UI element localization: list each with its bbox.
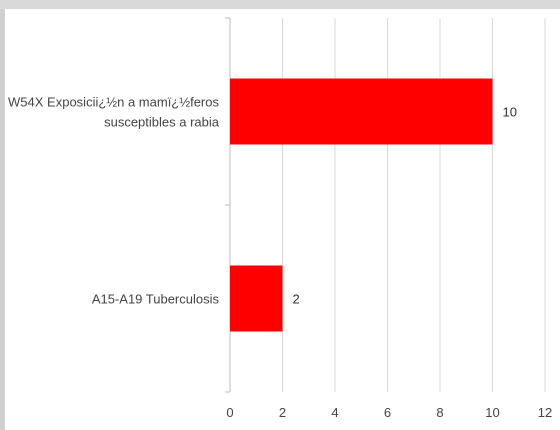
bar-1: [230, 265, 283, 332]
data-label-1: 2: [293, 292, 300, 307]
x-tick-label-0: 0: [226, 405, 233, 420]
data-label-0: 10: [503, 105, 517, 120]
category-label-1-0: A15-A19 Tuberculosis: [92, 292, 220, 307]
category-label-0-0: W54X Exposicii¿½n a mamï¿½feros: [8, 95, 219, 110]
x-tick-label-1: 2: [279, 405, 286, 420]
x-tick-label-6: 12: [538, 405, 552, 420]
window-top-bar: [0, 0, 560, 9]
category-label-0-1: susceptibles a rabia: [104, 115, 220, 130]
x-tick-label-2: 4: [331, 405, 338, 420]
x-tick-label-5: 10: [485, 405, 499, 420]
x-tick-label-4: 8: [436, 405, 443, 420]
x-tick-label-3: 6: [384, 405, 391, 420]
bar-0: [230, 78, 493, 145]
window-left-edge: [0, 9, 5, 430]
